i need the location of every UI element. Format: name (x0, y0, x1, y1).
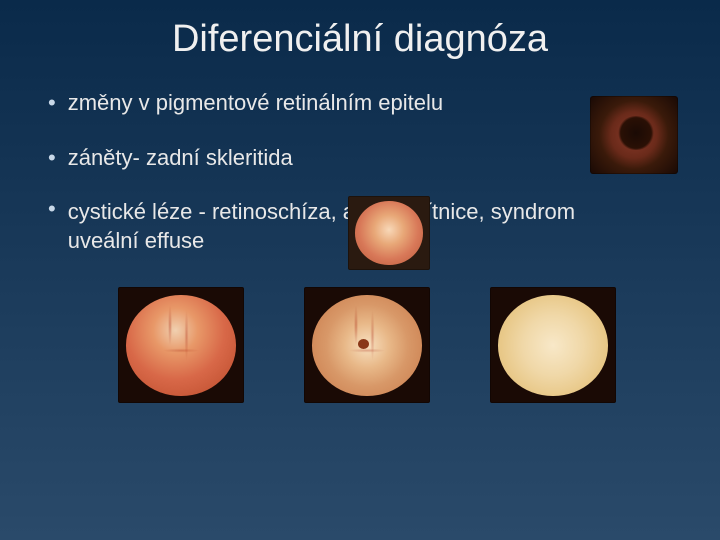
bullet-icon: • (48, 92, 56, 114)
bullet-text: záněty- zadní skleritida (68, 144, 293, 173)
bullet-icon: • (48, 147, 56, 169)
fundus-image-effusion (490, 287, 616, 403)
image-row (48, 287, 672, 403)
fundus-image-pigment (590, 96, 678, 174)
list-item: • záněty- zadní skleritida (48, 144, 672, 173)
fundus-image-scleritis (348, 196, 430, 270)
list-item: • změny v pigmentové retinálním epitelu (48, 89, 672, 118)
bullet-icon: • (48, 198, 56, 220)
fundus-image-retinoschisis (118, 287, 244, 403)
bullet-text: změny v pigmentové retinálním epitelu (68, 89, 443, 118)
fundus-image-detachment (304, 287, 430, 403)
page-title: Diferenciální diagnóza (0, 0, 720, 89)
